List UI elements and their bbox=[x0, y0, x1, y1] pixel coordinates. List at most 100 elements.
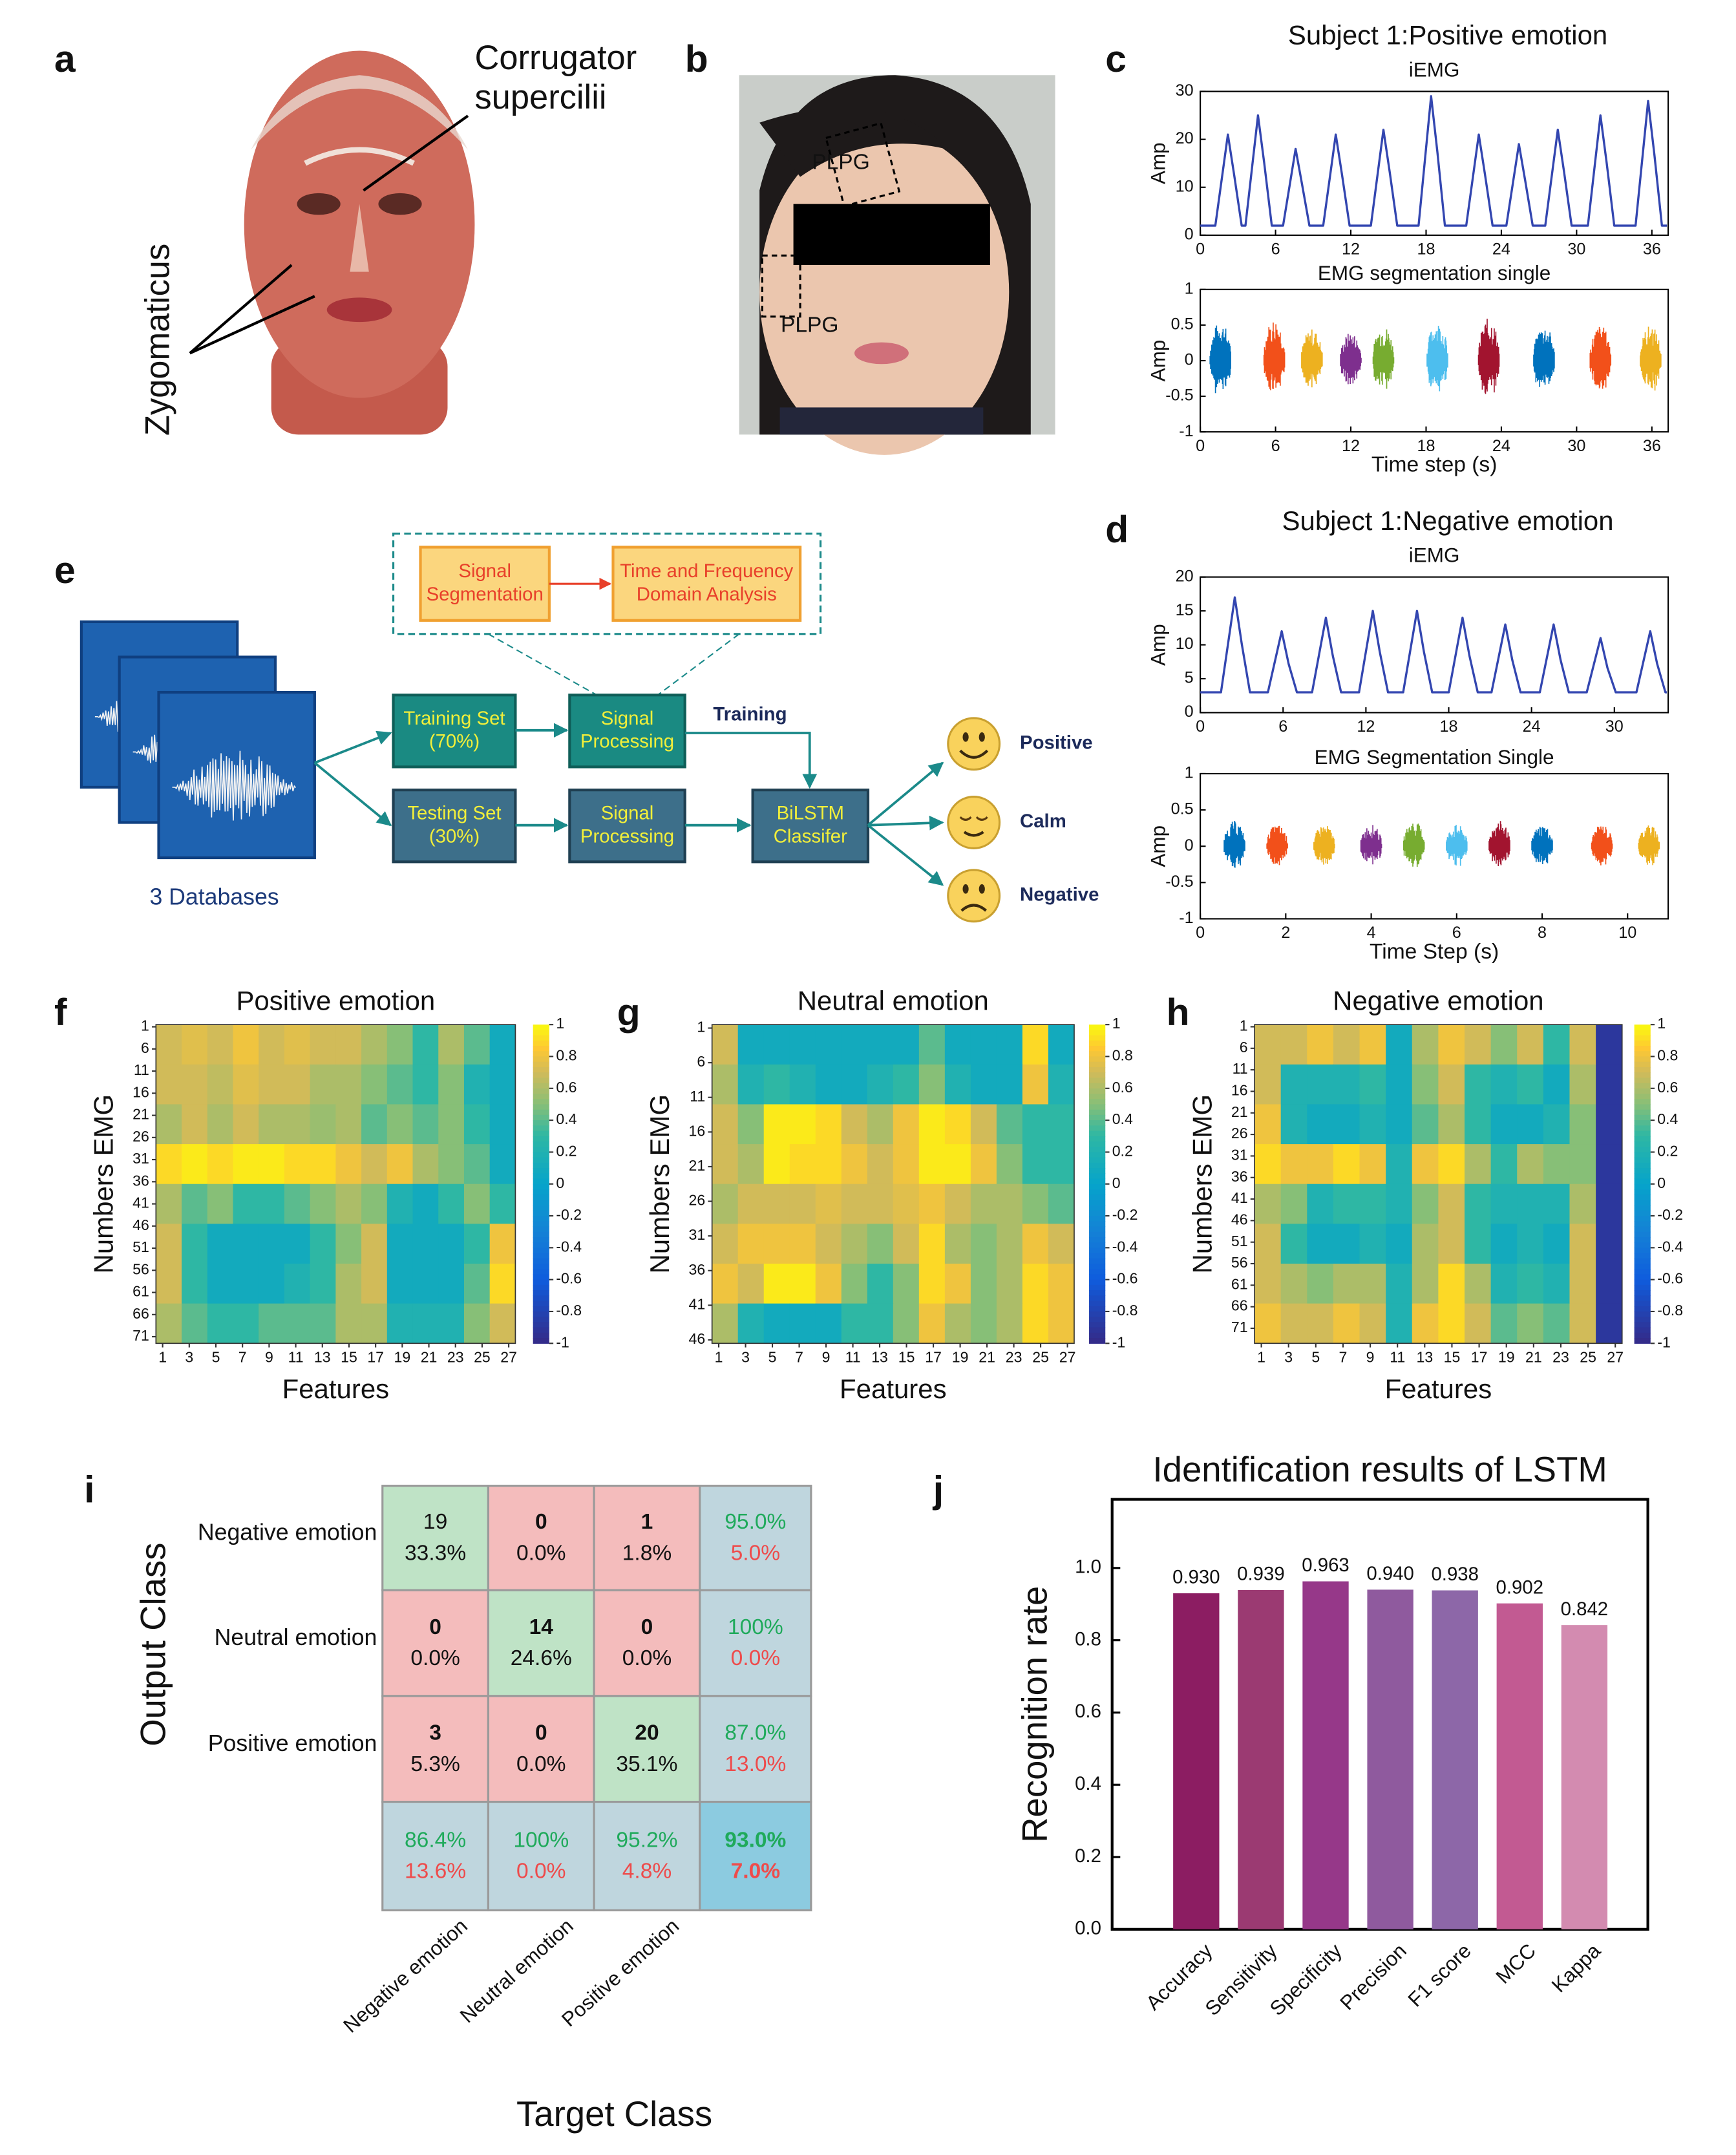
x-tick-label: 7 bbox=[238, 1348, 247, 1365]
heatmap-cell bbox=[1438, 1184, 1465, 1224]
y-tick-label: 16 bbox=[689, 1122, 706, 1139]
colorbar-segment bbox=[533, 1216, 549, 1222]
heatmap-cell bbox=[1543, 1144, 1571, 1185]
y-axis-label: Amp bbox=[1147, 340, 1169, 382]
colorbar-segment bbox=[1089, 1088, 1106, 1094]
colorbar-segment bbox=[1634, 1237, 1651, 1243]
chart-title: EMG segmentation single bbox=[1318, 262, 1551, 284]
heatmap-cell bbox=[737, 1303, 765, 1344]
heatmap-cell bbox=[335, 1184, 362, 1224]
heatmap-cell bbox=[763, 1264, 790, 1304]
heatmap-cell bbox=[1280, 1144, 1307, 1185]
heatmap-cell bbox=[463, 1184, 491, 1224]
heatmap-cell bbox=[156, 1024, 182, 1065]
heatmap-cell bbox=[1280, 1064, 1307, 1105]
heatmap-cell bbox=[970, 1104, 997, 1145]
matrix-text: 0.0% bbox=[410, 1646, 460, 1670]
colorbar-segment bbox=[1634, 1205, 1651, 1211]
heatmap-cell bbox=[789, 1144, 816, 1185]
emg-burst bbox=[1488, 821, 1510, 867]
heatmap-cell bbox=[284, 1224, 311, 1264]
colorbar-segment bbox=[1634, 1226, 1651, 1233]
row-label: Negative emotion bbox=[198, 1520, 377, 1545]
x-tick-label: 25 bbox=[1580, 1348, 1596, 1365]
colorbar-segment bbox=[1634, 1264, 1651, 1269]
box-text: Testing Set bbox=[407, 803, 501, 824]
matrix-text: 4.8% bbox=[622, 1860, 672, 1884]
colorbar-segment bbox=[533, 1189, 549, 1195]
colorbar-segment bbox=[1634, 1024, 1651, 1031]
heatmap-cell bbox=[1022, 1184, 1049, 1224]
heatmap-cell bbox=[918, 1303, 946, 1344]
heatmap-cell bbox=[867, 1303, 894, 1344]
y-tick-label: 31 bbox=[1231, 1147, 1248, 1163]
colorbar-segment bbox=[1634, 1290, 1651, 1296]
colorbar-segment bbox=[1089, 1300, 1106, 1307]
heatmap-cell bbox=[1465, 1104, 1492, 1145]
y-tick-label: 11 bbox=[1233, 1060, 1248, 1077]
colorbar-segment bbox=[1089, 1231, 1106, 1238]
x-tick-label: 0 bbox=[1196, 240, 1205, 259]
emg-burst bbox=[1426, 325, 1448, 392]
colorbar-segment bbox=[533, 1284, 549, 1291]
heatmap-cell bbox=[996, 1264, 1023, 1304]
y-axis-label: Amp bbox=[1147, 142, 1169, 184]
heatmap-cell bbox=[1465, 1144, 1492, 1185]
matrix-text: 0.0% bbox=[516, 1752, 566, 1776]
x-tick-label: 5 bbox=[1311, 1348, 1320, 1365]
matrix-cell bbox=[699, 1695, 812, 1803]
colorbar-segment bbox=[1089, 1279, 1106, 1286]
heatmap-cell bbox=[1569, 1144, 1596, 1185]
heatmap-cell bbox=[284, 1064, 311, 1105]
x-tick-label: 21 bbox=[421, 1348, 438, 1365]
muscle-label: Zygomaticus bbox=[139, 244, 176, 436]
panel-label: g bbox=[617, 992, 640, 1034]
colorbar-segment bbox=[533, 1152, 549, 1158]
x-tick-label: 1 bbox=[715, 1348, 723, 1365]
heatmap-cell bbox=[361, 1303, 388, 1344]
line-series bbox=[1200, 596, 1667, 694]
colorbar-segment bbox=[1634, 1258, 1651, 1264]
heatmap-cell bbox=[182, 1064, 208, 1105]
colorbar-segment bbox=[533, 1279, 549, 1286]
colorbar-label: 0.6 bbox=[556, 1079, 577, 1096]
colorbar-segment bbox=[533, 1300, 549, 1307]
x-tick-label: 15 bbox=[341, 1348, 357, 1365]
x-tick-label: 3 bbox=[1284, 1348, 1293, 1365]
bar bbox=[1496, 1603, 1543, 1929]
heatmap-cell bbox=[1333, 1303, 1360, 1344]
y-tick-label: 36 bbox=[1231, 1168, 1248, 1185]
colorbar-label: -1 bbox=[556, 1333, 569, 1350]
colorbar-segment bbox=[533, 1178, 549, 1185]
heatmap-cell bbox=[996, 1104, 1023, 1145]
colorbar-segment bbox=[1089, 1040, 1106, 1046]
bar-value-label: 0.940 bbox=[1366, 1563, 1413, 1584]
arrow bbox=[313, 761, 392, 827]
x-tick-label: 15 bbox=[1444, 1348, 1461, 1365]
colorbar-segment bbox=[1634, 1094, 1651, 1099]
x-tick-label: 25 bbox=[1032, 1348, 1049, 1365]
heatmap-cell bbox=[867, 1224, 894, 1264]
colorbar-segment bbox=[1634, 1269, 1651, 1275]
emoji bbox=[947, 717, 1001, 771]
matrix-cell bbox=[381, 1800, 490, 1912]
y-tick-label: 0 bbox=[1185, 836, 1194, 855]
column-label: Neutral emotion bbox=[456, 1915, 578, 2028]
heatmap-cell bbox=[970, 1064, 997, 1105]
box-text: Signal bbox=[601, 803, 654, 824]
heatmap-cell bbox=[712, 1224, 739, 1264]
y-tick-label: 0 bbox=[1185, 351, 1194, 369]
colorbar-segment bbox=[533, 1083, 549, 1089]
colorbar-segment bbox=[1634, 1306, 1651, 1312]
dashed-group bbox=[392, 532, 822, 635]
heatmap-cell bbox=[1386, 1264, 1413, 1304]
heatmap-cell bbox=[284, 1303, 311, 1344]
x-tick-label: 24 bbox=[1492, 437, 1510, 455]
chart-title: Identification results of LSTM bbox=[1152, 1450, 1607, 1489]
heatmap-cell bbox=[1333, 1104, 1360, 1145]
colorbar-segment bbox=[1634, 1189, 1651, 1195]
colorbar-segment bbox=[1089, 1258, 1106, 1264]
heatmap-cell bbox=[996, 1303, 1023, 1344]
x-tick-label: 13 bbox=[871, 1348, 888, 1365]
colorbar-segment bbox=[1089, 1205, 1106, 1211]
